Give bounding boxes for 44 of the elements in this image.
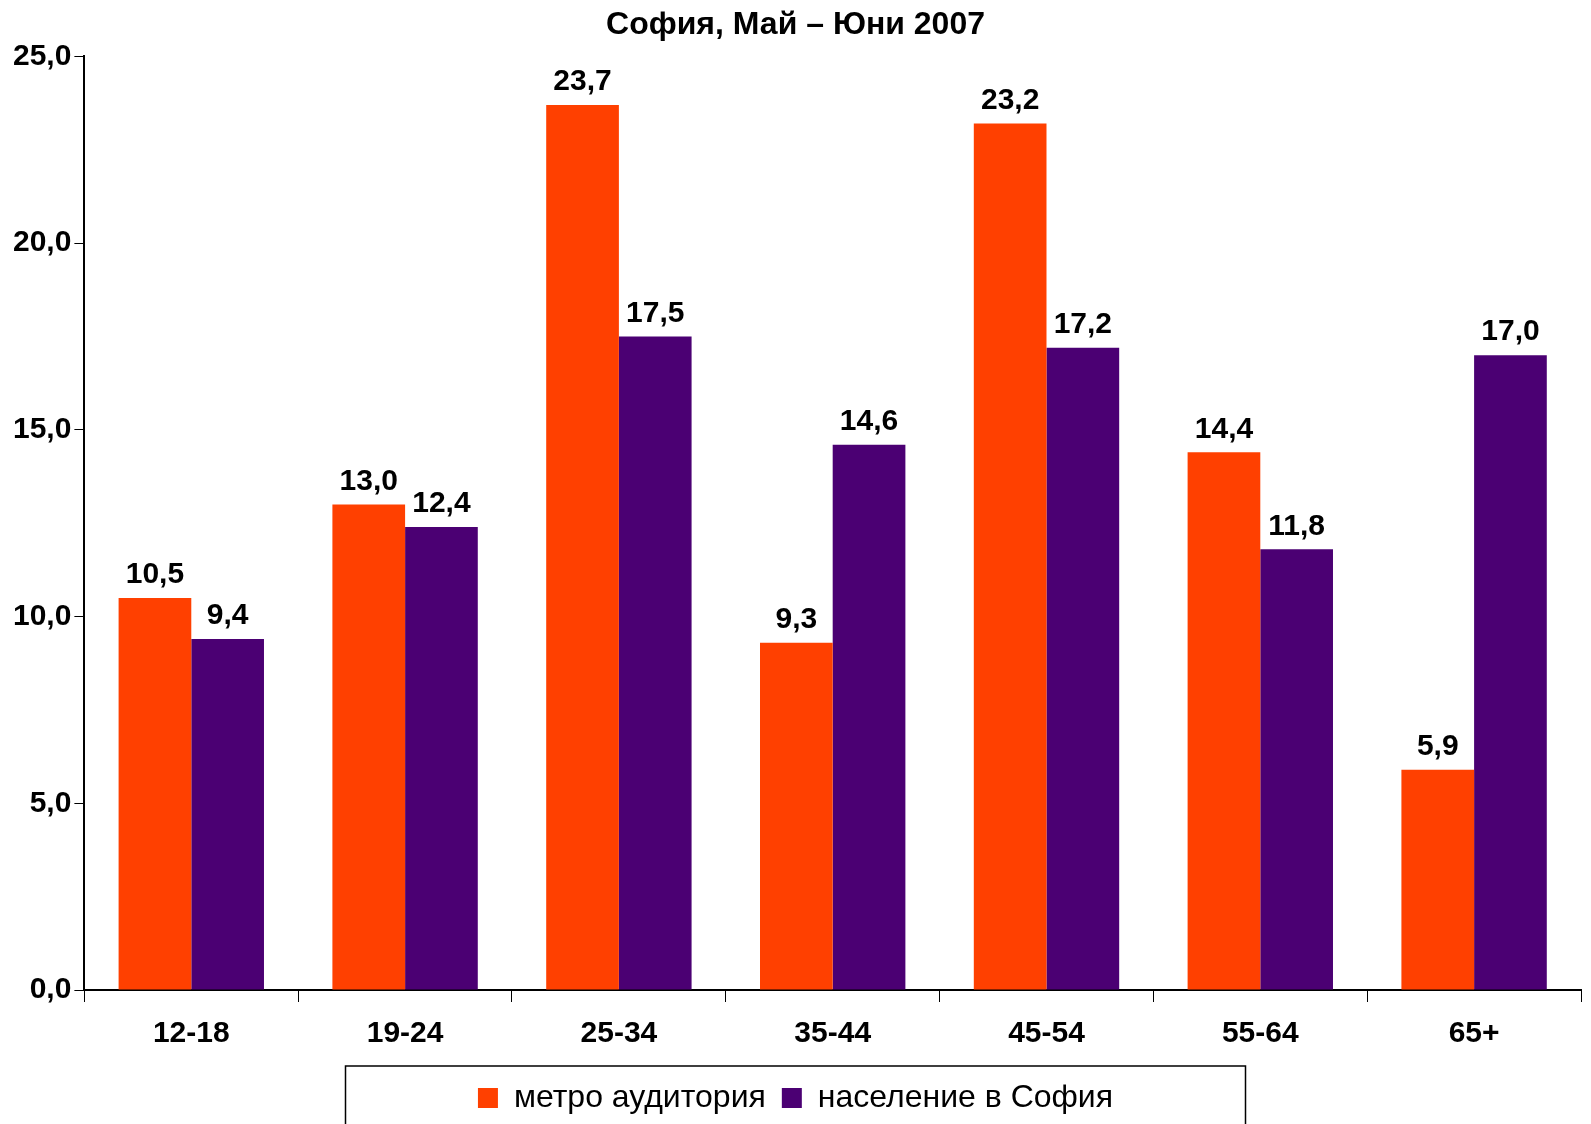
bar bbox=[1474, 355, 1547, 990]
data-label: 11,8 bbox=[1268, 507, 1326, 541]
data-label: 9,4 bbox=[206, 597, 249, 631]
data-label: 14,6 bbox=[839, 403, 899, 437]
bar bbox=[191, 638, 264, 990]
chart-title: София, Май – Юни 2007 bbox=[606, 5, 985, 42]
y-tick-label: 15,0 bbox=[13, 411, 72, 445]
bar bbox=[1046, 347, 1120, 990]
bar bbox=[1187, 452, 1261, 990]
y-tick-label: 20,0 bbox=[13, 224, 72, 258]
legend-label: население в София bbox=[817, 1077, 1114, 1114]
bar bbox=[546, 104, 619, 990]
y-tick-label: 5,0 bbox=[29, 784, 72, 818]
data-label: 17,0 bbox=[1481, 313, 1540, 347]
data-label: 23,7 bbox=[553, 63, 612, 97]
x-tick-label: 55-64 bbox=[1221, 1015, 1299, 1049]
data-label: 17,2 bbox=[1053, 305, 1113, 339]
bar bbox=[832, 444, 906, 990]
bar bbox=[405, 526, 478, 990]
y-tick-label: 0,0 bbox=[29, 971, 72, 1005]
data-label: 5,9 bbox=[1416, 727, 1459, 761]
x-tick-label: 65+ bbox=[1448, 1015, 1500, 1049]
bar bbox=[1260, 549, 1333, 990]
y-tick-label: 10,0 bbox=[13, 597, 72, 631]
data-label: 13,0 bbox=[339, 462, 398, 496]
bar bbox=[118, 597, 192, 990]
data-label: 9,3 bbox=[775, 600, 818, 634]
bar bbox=[1401, 769, 1475, 990]
x-tick-label: 45-54 bbox=[1008, 1015, 1086, 1049]
x-tick-label: 12-18 bbox=[152, 1015, 230, 1049]
bar bbox=[332, 504, 406, 990]
bar bbox=[973, 123, 1047, 990]
x-tick-label: 25-34 bbox=[580, 1015, 658, 1049]
bar bbox=[618, 336, 692, 990]
data-label: 23,2 bbox=[980, 81, 1040, 115]
data-label: 17,5 bbox=[626, 294, 685, 328]
data-label: 10,5 bbox=[125, 556, 185, 590]
legend-label: метро аудитория bbox=[513, 1077, 766, 1114]
x-tick-label: 35-44 bbox=[794, 1015, 872, 1049]
y-tick-label: 25,0 bbox=[13, 37, 72, 71]
x-tick-label: 19-24 bbox=[366, 1015, 444, 1049]
bar bbox=[760, 642, 833, 990]
data-label: 12,4 bbox=[412, 485, 471, 519]
data-label: 14,4 bbox=[1194, 410, 1254, 444]
